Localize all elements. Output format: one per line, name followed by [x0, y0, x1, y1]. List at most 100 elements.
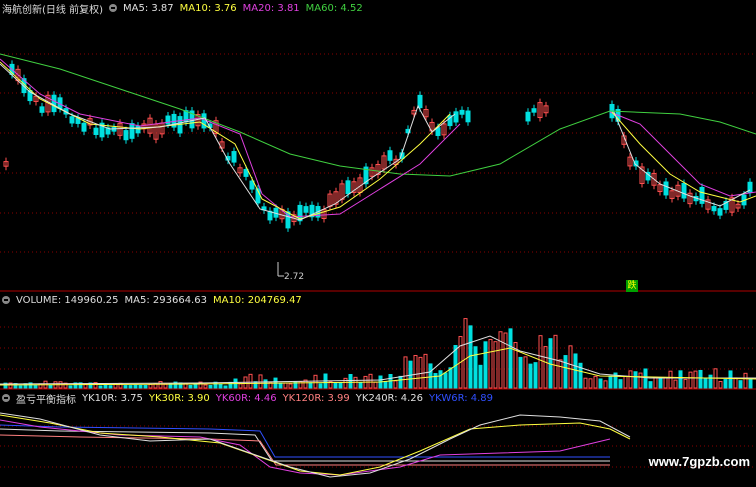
- candle-body: [363, 166, 369, 185]
- candle-body: [309, 204, 315, 218]
- volume-bar: [203, 384, 208, 389]
- indicator-chart[interactable]: [0, 405, 756, 487]
- volume-bar: [338, 382, 343, 389]
- volume-bar: [303, 379, 308, 389]
- candle-body: [441, 123, 447, 136]
- yk240-line: [0, 428, 610, 462]
- volume-bar: [493, 341, 498, 389]
- volume-bar: [103, 384, 108, 389]
- volume-bar: [513, 342, 518, 389]
- volume-bar: [688, 371, 693, 389]
- settings-circle-icon[interactable]: [108, 4, 117, 12]
- volume-bar: [608, 375, 613, 389]
- candle-body: [729, 197, 735, 213]
- ma60-readout: MA60: 4.52: [305, 2, 363, 14]
- candle-body: [453, 111, 459, 123]
- volume-bar: [588, 378, 593, 389]
- volume-bar: [543, 346, 548, 389]
- volume-bar: [143, 384, 148, 389]
- volume-bar: [373, 381, 378, 389]
- volume-bar: [603, 380, 608, 389]
- stock-title: 海航创新(日线 前复权): [2, 4, 103, 16]
- volume-bar: [218, 383, 223, 389]
- volume-bar: [593, 375, 598, 389]
- yk30-line: [0, 414, 631, 476]
- volume-bar: [348, 374, 353, 389]
- ykw-line: [0, 424, 610, 458]
- candle-body: [369, 167, 375, 177]
- volume-bar: [123, 385, 128, 389]
- volume-bar: [258, 374, 263, 389]
- volume-bar: [163, 383, 168, 389]
- volume-bar: [88, 382, 93, 389]
- candle-body: [711, 206, 717, 212]
- volume-bar: [28, 382, 33, 389]
- volume-bar: [173, 381, 178, 389]
- volume-bar: [128, 385, 133, 389]
- volume-bar: [318, 383, 323, 389]
- volume-bar: [718, 381, 723, 389]
- volume-bar: [628, 370, 633, 389]
- yk30-readout: YK30R: 3.90: [148, 392, 210, 404]
- volume-bar: [673, 379, 678, 389]
- volume-bar: [8, 382, 13, 389]
- candle-body: [417, 94, 423, 109]
- volume-bar: [573, 353, 578, 389]
- volume-bar: [508, 328, 513, 389]
- volume-bar: [63, 382, 68, 389]
- volume-bar: [458, 336, 463, 389]
- volume-bar: [438, 370, 443, 389]
- volume-bar: [428, 363, 433, 389]
- vol-ma5-readout: MA5: 293664.63: [124, 294, 207, 306]
- volume-bar: [683, 378, 688, 389]
- candle-body: [117, 122, 123, 136]
- settings-circle-icon[interactable]: [2, 394, 10, 402]
- volume-bar: [368, 373, 373, 389]
- candle-body: [51, 94, 57, 113]
- volume-bar: [418, 356, 423, 389]
- volume-bar: [563, 355, 568, 389]
- volume-bar: [463, 318, 468, 389]
- candle-body: [375, 163, 381, 176]
- volume-bar: [443, 372, 448, 389]
- candle-body: [231, 151, 237, 163]
- price-chart[interactable]: [0, 14, 756, 292]
- volume-bar: [328, 381, 333, 389]
- settings-circle-icon[interactable]: [2, 296, 10, 304]
- candle-body: [237, 167, 243, 174]
- candle-body: [705, 199, 711, 210]
- volume-bar: [253, 381, 258, 389]
- candle-body: [27, 90, 33, 102]
- candle-body: [243, 168, 249, 177]
- candle-body: [39, 106, 45, 113]
- volume-bar: [538, 335, 543, 389]
- volume-bar: [413, 354, 418, 389]
- volume-bar: [343, 377, 348, 389]
- volume-bar: [638, 372, 643, 389]
- volume-bar: [283, 382, 288, 389]
- volume-bar: [308, 382, 313, 389]
- volume-chart[interactable]: [0, 306, 756, 390]
- volume-bar: [743, 372, 748, 389]
- volume-bar: [133, 384, 138, 389]
- volume-bar: [3, 382, 8, 389]
- indicator-header: 盈亏平衡指标 YK10R: 3.75 YK30R: 3.90 YK60R: 4.…: [2, 391, 499, 406]
- candle-body: [735, 203, 741, 209]
- watermark: www.7gpzb.com: [648, 454, 750, 469]
- ma20-line: [0, 58, 461, 218]
- volume-bar: [473, 346, 478, 389]
- volume-bar: [423, 353, 428, 389]
- volume-bar: [708, 374, 713, 389]
- volume-bar: [248, 373, 253, 389]
- yk120-line: [0, 434, 610, 466]
- volume-bar: [523, 356, 528, 389]
- yk10-readout: YK10R: 3.75: [82, 392, 143, 404]
- volume-bar: [498, 331, 503, 389]
- volume-bar: [98, 385, 103, 389]
- candle-body: [3, 161, 9, 167]
- volume-bar: [108, 385, 113, 389]
- candle-body: [657, 184, 663, 193]
- volume-bar: [208, 384, 213, 389]
- volume-bar: [403, 356, 408, 389]
- candle-body: [165, 115, 171, 125]
